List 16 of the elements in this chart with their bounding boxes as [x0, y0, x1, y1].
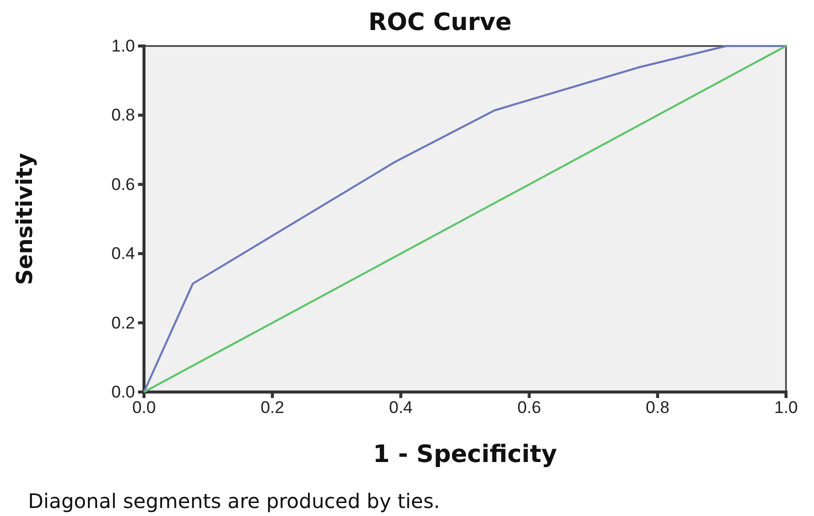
- y-tick-label: 0.6: [111, 174, 135, 194]
- x-axis-title: 1 - Specificity: [373, 440, 558, 468]
- x-tick-label: 0.0: [132, 398, 156, 418]
- y-tick-label: 0.2: [111, 313, 135, 332]
- y-tick-label: 0.0: [111, 382, 135, 402]
- y-tick-label: 1.0: [111, 36, 135, 56]
- x-tick-label: 1.0: [774, 398, 798, 418]
- y-tick-label: 0.8: [111, 106, 135, 125]
- y-axis-title: Sensitivity: [13, 153, 38, 285]
- x-tick-label: 0.6: [517, 398, 542, 418]
- x-tick-label: 0.4: [388, 398, 413, 418]
- x-tick-label: 0.8: [646, 398, 670, 418]
- x-tick-label: 0.2: [260, 398, 284, 418]
- text: Diagonal segments are produced by ties.: [28, 489, 440, 513]
- chart-title: ROC Curve: [368, 8, 512, 36]
- y-tick-label: 0.4: [111, 244, 135, 264]
